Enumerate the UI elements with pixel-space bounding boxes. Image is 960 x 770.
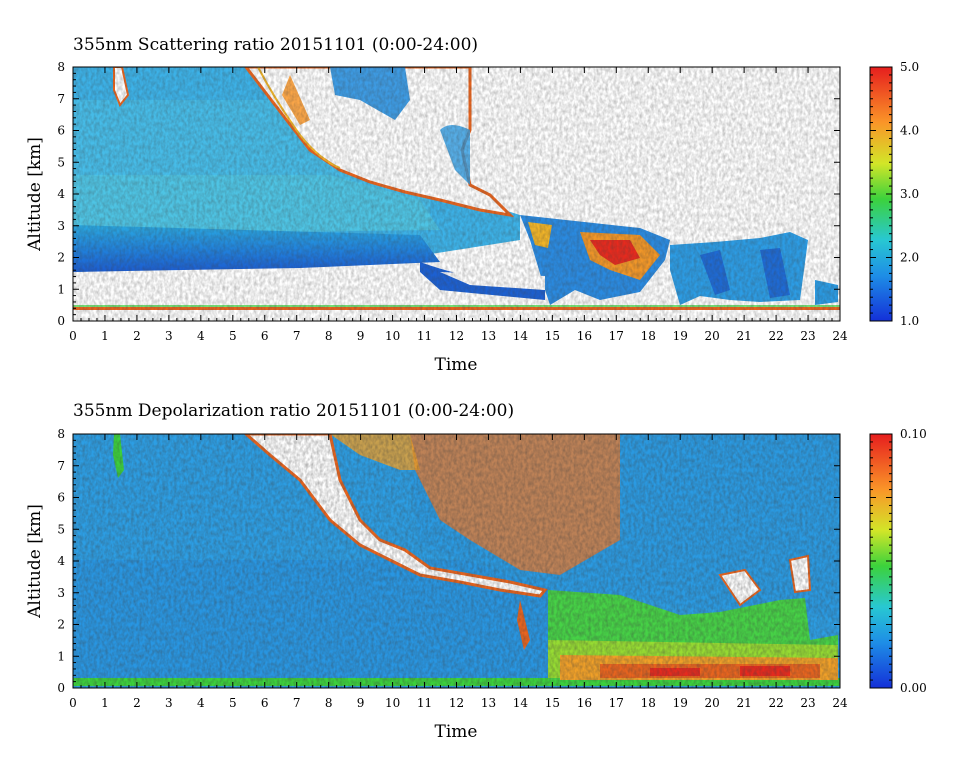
x-axis-label-scattering: Time [435, 355, 478, 375]
scattering-y-tick-label: 0 [57, 314, 65, 328]
scattering-x-tick-label: 12 [449, 329, 464, 343]
colorbar-depolarization-label: 0.10 [900, 427, 927, 441]
depolarization-y-tick-label: 1 [57, 649, 65, 663]
y-axis-label-scattering: Altitude [km] [25, 137, 45, 252]
depolarization-y-tick-label: 7 [57, 459, 65, 473]
scattering-x-tick-label: 14 [513, 329, 529, 343]
depolarization-x-tick-label: 3 [165, 696, 173, 710]
depolarization-x-tick-label: 8 [325, 696, 333, 710]
depolarization-x-tick-label: 9 [357, 696, 365, 710]
scattering-x-tick-label: 2 [133, 329, 141, 343]
depolarization-x-tick-label: 16 [577, 696, 592, 710]
depolarization-x-tick-label: 13 [481, 696, 496, 710]
colorbar-scattering-label: 1.0 [900, 314, 919, 328]
depolarization-x-tick-label: 18 [641, 696, 656, 710]
depolarization-x-tick-label: 12 [449, 696, 464, 710]
depolarization-x-tick-label: 17 [609, 696, 624, 710]
depolarization-y-tick-label: 5 [57, 522, 65, 536]
depolarization-x-tick-label: 22 [768, 696, 783, 710]
depolarization-y-tick-label: 0 [57, 681, 65, 695]
panel-depolarization: 355nm Depolarization ratio 20151101 (0:0… [25, 401, 927, 742]
depolarization-x-tick-label: 6 [261, 696, 269, 710]
axes-depolarization: 0 1 2 3 4 5 6 7 8 9 10 11 12 13 14 15 16 17 18 19 20 21 22 23 24… [57, 427, 848, 710]
depolarization-x-tick-label: 5 [229, 696, 237, 710]
depolarization-y-tick-label: 6 [57, 491, 65, 505]
depolarization-x-tick-label: 7 [293, 696, 301, 710]
scattering-x-tick-label: 7 [293, 329, 301, 343]
depolarization-x-tick-label: 1 [101, 696, 109, 710]
chart-title-depolarization: 355nm Depolarization ratio 20151101 (0:0… [73, 401, 514, 421]
depolarization-x-tick-label: 20 [705, 696, 720, 710]
depolarization-y-tick-label: 2 [57, 618, 65, 632]
scattering-x-tick-label: 20 [705, 329, 720, 343]
chart-title-scattering: 355nm Scattering ratio 20151101 (0:00-24… [73, 35, 478, 55]
colorbar-scattering-label: 5.0 [900, 60, 919, 74]
depolarization-x-tick-label: 19 [673, 696, 688, 710]
scattering-x-tick-label: 9 [357, 329, 365, 343]
depolarization-y-tick-label: 3 [57, 586, 65, 600]
scattering-y-tick-label: 1 [57, 282, 65, 296]
scattering-y-tick-label: 8 [57, 60, 65, 74]
scattering-x-tick-label: 1 [101, 329, 109, 343]
colorbar-scattering-label: 2.0 [900, 251, 919, 265]
depolarization-y-tick-label: 8 [57, 427, 65, 441]
scattering-x-tick-label: 18 [641, 329, 656, 343]
scattering-x-tick-label: 13 [481, 329, 496, 343]
depolarization-x-tick-label: 11 [417, 696, 432, 710]
scattering-x-tick-label: 4 [197, 329, 205, 343]
scattering-y-tick-label: 6 [57, 124, 65, 138]
scattering-y-tick-label: 2 [57, 251, 65, 265]
scattering-x-tick-label: 23 [800, 329, 815, 343]
depolarization-x-tick-label: 15 [545, 696, 560, 710]
depolarization-y-tick-label: 4 [57, 554, 65, 568]
scattering-y-tick-label: 4 [57, 187, 65, 201]
depolarization-x-tick-label: 10 [385, 696, 400, 710]
scattering-x-tick-label: 16 [577, 329, 592, 343]
scattering-x-tick-label: 15 [545, 329, 560, 343]
colorbar-scattering-label: 3.0 [900, 187, 919, 201]
scattering-y-tick-label: 5 [57, 155, 65, 169]
scattering-x-tick-label: 8 [325, 329, 333, 343]
depolarization-x-tick-label: 0 [69, 696, 77, 710]
depolarization-x-tick-label: 23 [800, 696, 815, 710]
colorbar-scattering-label: 4.0 [900, 124, 919, 138]
panel-scattering: 355nm Scattering ratio 20151101 (0:00-24… [25, 35, 919, 375]
colorbar-ticks-scattering: 1.0 2.0 3.0 4.0 5.0 [870, 60, 919, 328]
scattering-x-tick-label: 5 [229, 329, 237, 343]
scattering-x-tick-label: 10 [385, 329, 400, 343]
scattering-x-tick-label: 24 [832, 329, 848, 343]
scattering-x-tick-label: 11 [417, 329, 432, 343]
scattering-y-tick-label: 7 [57, 92, 65, 106]
depolarization-x-tick-label: 4 [197, 696, 205, 710]
scattering-x-tick-label: 0 [69, 329, 77, 343]
depolarization-x-tick-label: 14 [513, 696, 529, 710]
heatmap-depolarization [73, 434, 840, 688]
axes-scattering: 0 1 2 3 4 5 6 7 8 9 10 11 12 13 14 15 16 17 18 19 20 21 22 23 24… [57, 60, 848, 343]
scattering-y-tick-label: 3 [57, 219, 65, 233]
y-axis-label-depolarization: Altitude [km] [25, 504, 45, 619]
scattering-x-tick-label: 21 [736, 329, 751, 343]
colorbar-depolarization-label: 0.00 [900, 681, 927, 695]
scattering-x-tick-label: 19 [673, 329, 688, 343]
colorbar-ticks-depolarization: 0.00 0.10 [870, 427, 927, 695]
x-axis-label-depolarization: Time [435, 722, 478, 742]
scattering-x-tick-label: 22 [768, 329, 783, 343]
scattering-x-tick-label: 3 [165, 329, 173, 343]
depolarization-x-tick-label: 21 [736, 696, 751, 710]
depolarization-x-tick-label: 2 [133, 696, 141, 710]
heatmap-scattering [73, 67, 840, 321]
depolarization-x-tick-label: 24 [832, 696, 848, 710]
scattering-x-tick-label: 6 [261, 329, 269, 343]
scattering-x-tick-label: 17 [609, 329, 624, 343]
